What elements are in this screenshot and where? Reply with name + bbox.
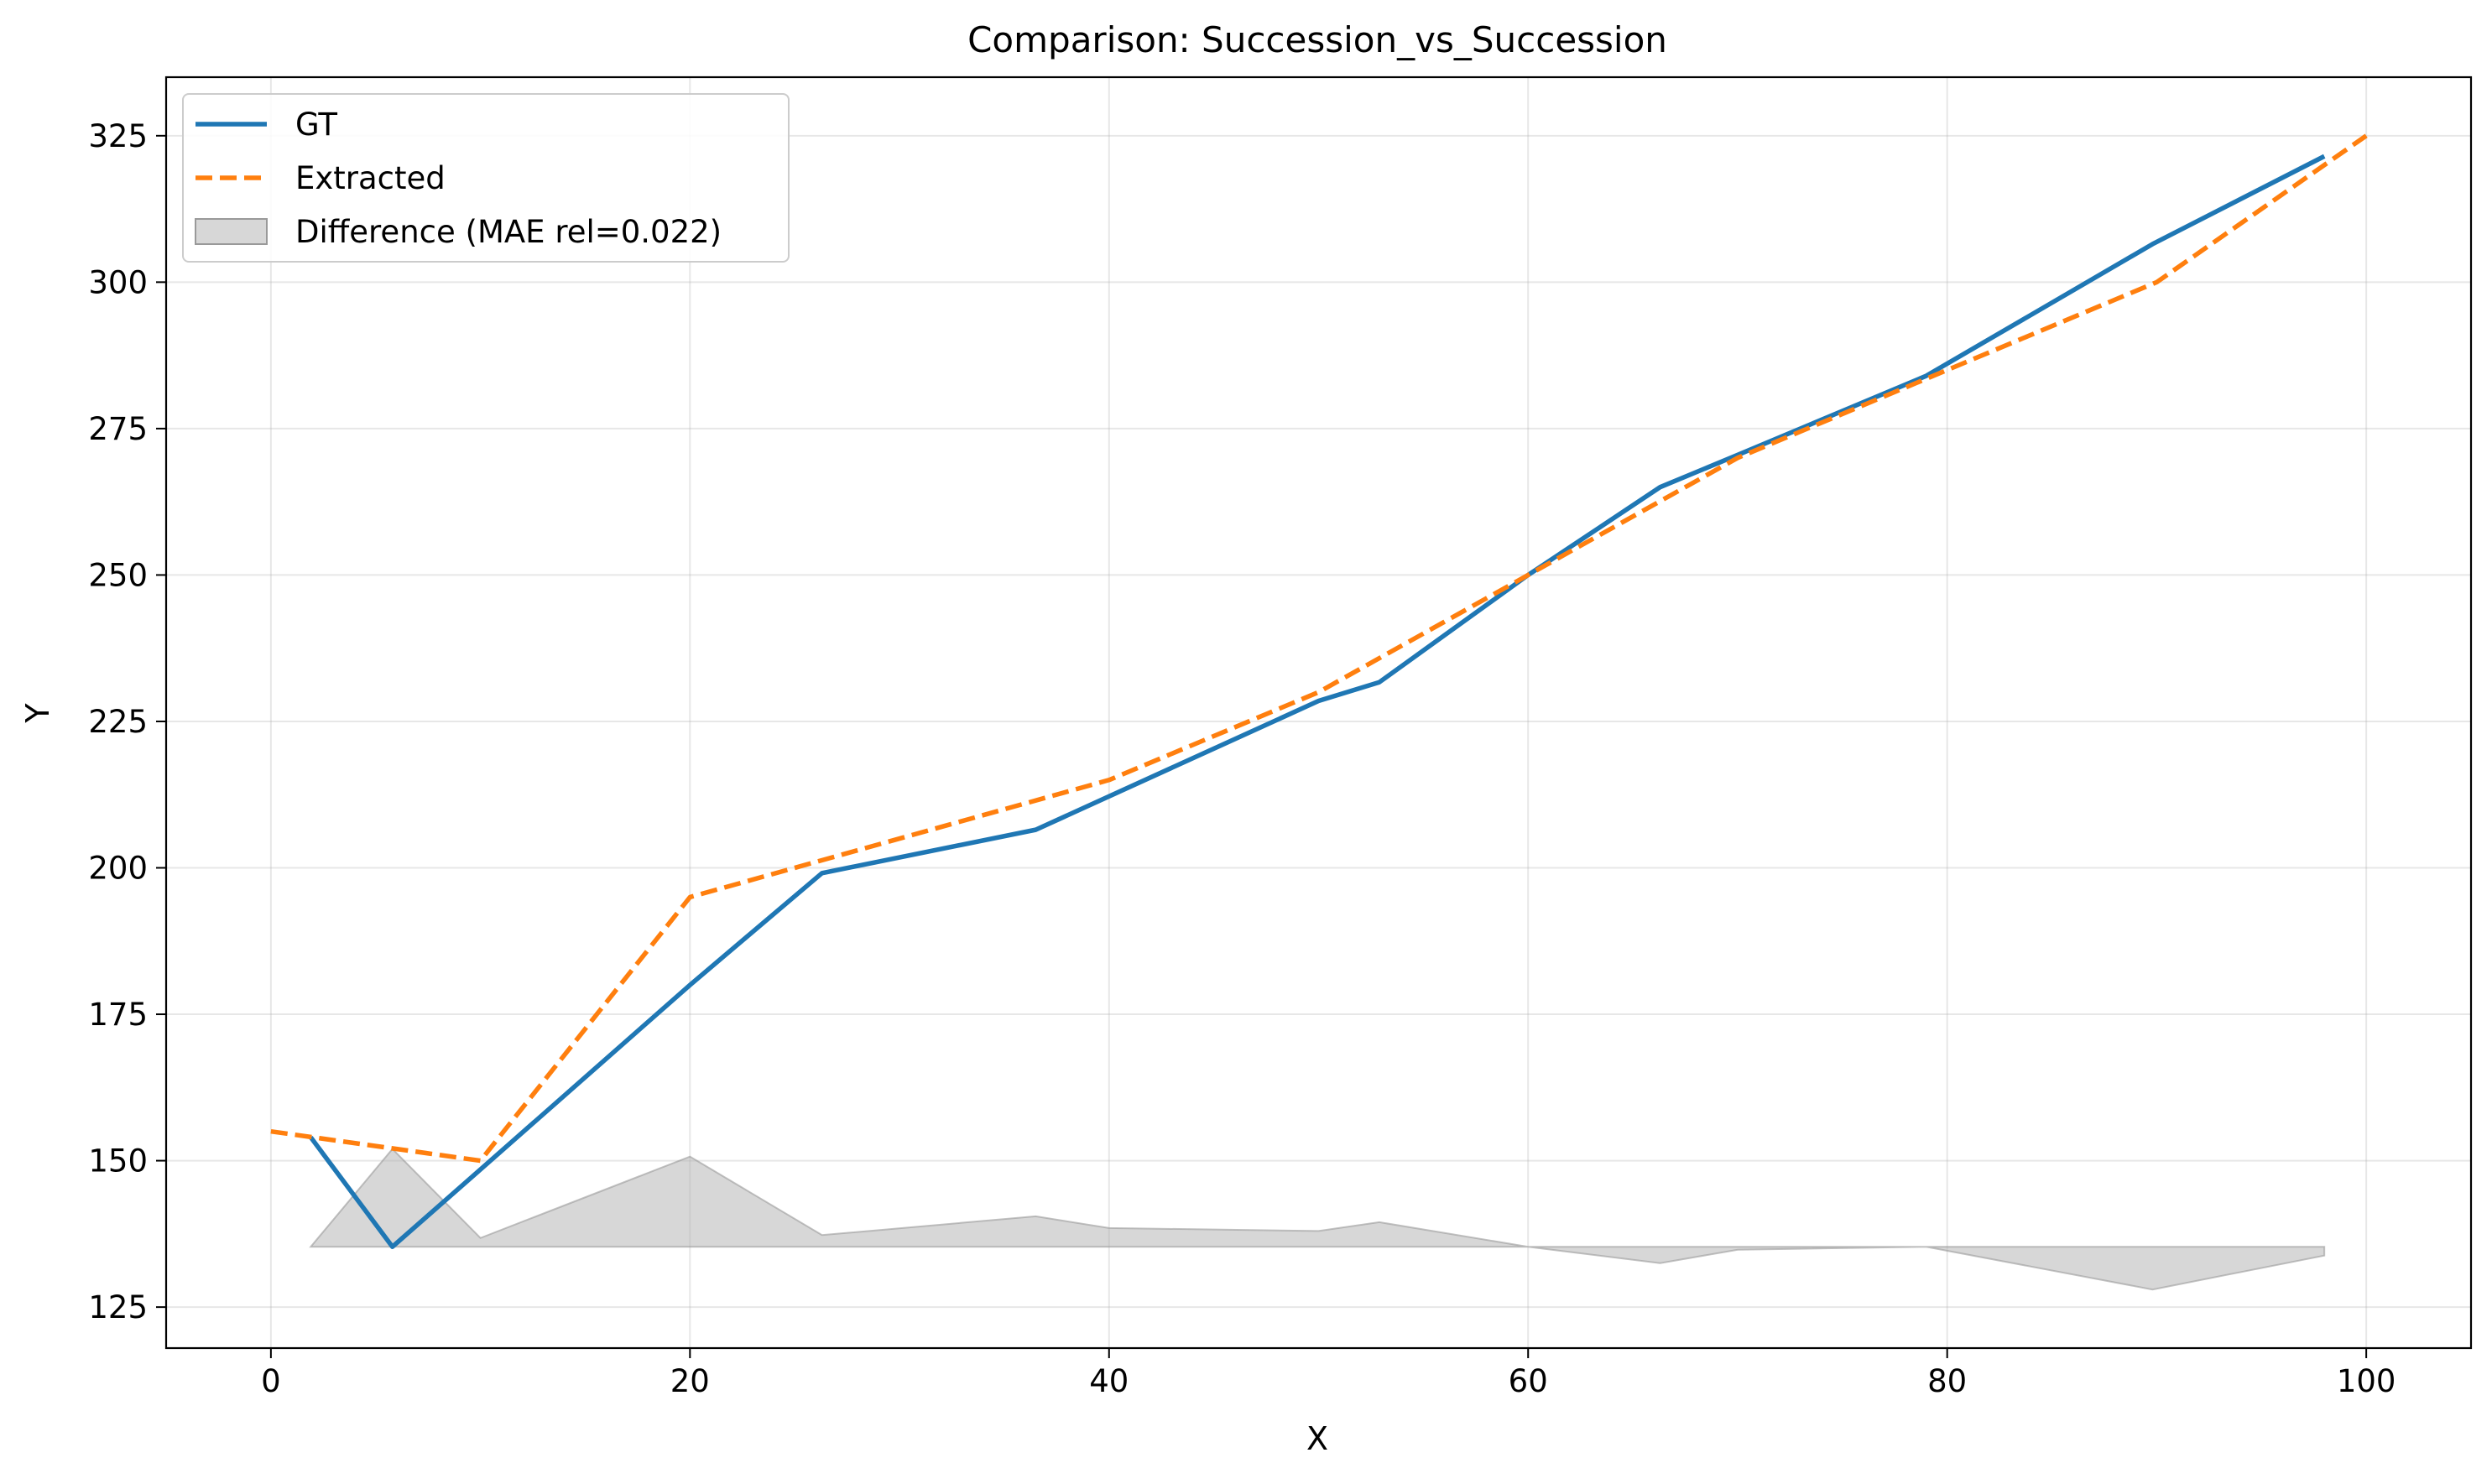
x-axis-label: X: [1306, 1420, 1328, 1457]
difference-area: [309, 1148, 2326, 1291]
legend-label: Extracted: [295, 160, 446, 196]
legend-box: [182, 93, 790, 263]
legend-swatch: [195, 218, 268, 245]
x-tick-label: 20: [670, 1363, 710, 1399]
x-tick-label: 0: [261, 1363, 281, 1399]
y-tick-label: 175: [88, 997, 148, 1033]
x-tick-label: 80: [1927, 1363, 1967, 1399]
legend-label: Difference (MAE rel=0.022): [295, 214, 722, 250]
series-group: [270, 133, 2368, 1249]
grid: [166, 77, 2471, 1348]
y-tick-label: 325: [88, 118, 148, 154]
y-tick-label: 125: [88, 1289, 148, 1325]
y-tick-label: 275: [88, 411, 148, 447]
y-tick-label: 200: [88, 851, 148, 887]
y-tick-label: 250: [88, 557, 148, 593]
legend: GT Extracted Difference (MAE rel=0.022): [182, 93, 790, 263]
y-tick-label: 300: [88, 264, 148, 300]
difference-area-group: [309, 1148, 2326, 1291]
plot-frame: [164, 76, 2473, 1350]
x-tick-label: 100: [2337, 1363, 2396, 1399]
series-line-extracted: [270, 133, 2368, 1164]
series-line-gt: [309, 154, 2326, 1249]
y-axis-label: Y: [19, 703, 56, 724]
x-tick-label: 60: [1509, 1363, 1548, 1399]
chart-title: Comparison: Succession_vs_Succession: [967, 19, 1667, 60]
y-tick-label: 150: [88, 1143, 148, 1179]
x-tick-label: 40: [1089, 1363, 1129, 1399]
y-tick-label: 225: [88, 704, 148, 740]
legend-label: GT: [295, 107, 337, 143]
axes: 0 20 40 60 80 100 125 150 175 200 225 250 275 300 325: [88, 76, 2473, 1399]
